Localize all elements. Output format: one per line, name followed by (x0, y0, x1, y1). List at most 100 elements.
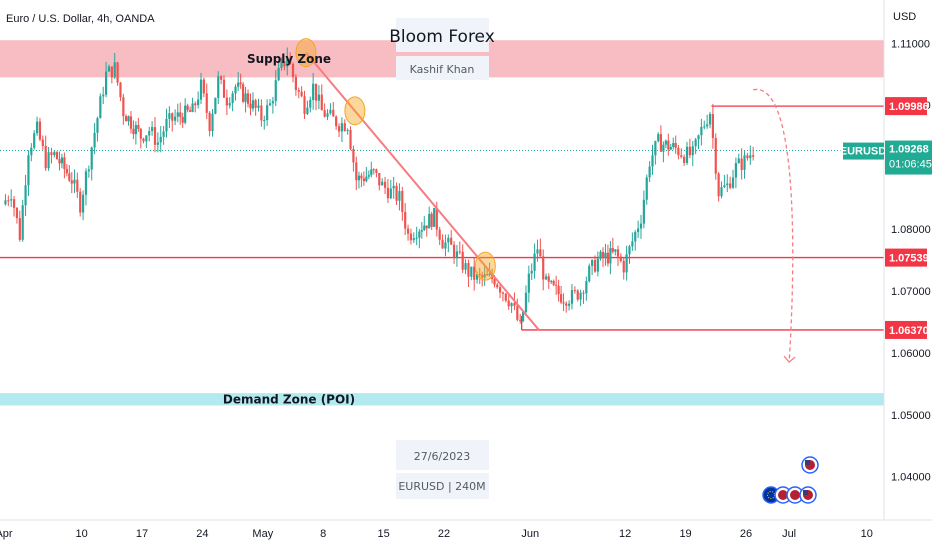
candle-body (168, 113, 171, 119)
candle-body (428, 213, 431, 229)
candle-body (458, 251, 461, 253)
candle-body (362, 178, 365, 182)
watermark-info-box (396, 473, 489, 499)
candle-body (228, 103, 231, 106)
candle-body (729, 183, 732, 188)
candle-body (197, 99, 200, 106)
candle-body (501, 292, 505, 294)
candle-body (73, 179, 76, 184)
candle-body (521, 311, 525, 321)
touch-marker[interactable] (474, 251, 496, 281)
candle-body (202, 79, 205, 94)
candle-body (280, 61, 283, 68)
candle-body (743, 155, 746, 170)
candle-body (4, 200, 7, 205)
candle-body (277, 67, 280, 81)
touch-marker[interactable] (295, 38, 317, 68)
candle-body (576, 290, 579, 300)
candle-body (507, 300, 510, 307)
candle-body (191, 103, 194, 112)
candle-body (343, 123, 346, 131)
candle-body (107, 66, 111, 72)
candle-body (552, 281, 555, 285)
candle-body (404, 211, 407, 229)
candle-body (433, 208, 436, 227)
candle-body (550, 281, 553, 283)
candle-body (659, 134, 663, 152)
candle-body (481, 275, 484, 278)
candle-body (447, 237, 450, 243)
candle-body (573, 290, 576, 292)
candle-body (151, 127, 154, 132)
candle-body (593, 260, 597, 272)
candle-body (565, 303, 568, 306)
candle-body (222, 79, 226, 98)
time-tick-label: Apr (0, 528, 13, 540)
candlesticks (4, 47, 755, 324)
demand-zone[interactable] (0, 393, 884, 406)
candle-body (33, 133, 36, 148)
candle-body (15, 207, 19, 219)
candle-body (239, 82, 242, 85)
candle-body (312, 83, 315, 100)
candle-body (628, 246, 631, 255)
candle-body (711, 114, 714, 139)
level-tag-box (885, 248, 927, 267)
candle-body (470, 266, 473, 277)
current-price-tag[interactable]: EURUSD 1.09268 01:06:45 (840, 140, 932, 175)
candle-body (274, 80, 277, 102)
candle-body (726, 183, 729, 186)
time-tick-label: 15 (377, 528, 389, 540)
candle-body (619, 256, 622, 261)
candle-body (557, 285, 560, 295)
candle-body (41, 139, 44, 146)
candle-body (504, 293, 507, 301)
candle-body (372, 169, 375, 171)
trendline[interactable] (305, 51, 540, 331)
candle-body (271, 101, 274, 104)
candle-body (386, 187, 390, 199)
candle-body (567, 303, 571, 306)
countdown-value: 01:06:45 (889, 159, 932, 171)
candle-body (588, 265, 591, 282)
horizontal-levels (0, 105, 884, 331)
candle-body (332, 109, 335, 117)
candle-body (139, 128, 142, 139)
us-flag-icon[interactable] (774, 486, 792, 504)
candle-body (44, 145, 47, 169)
us-flag-icon[interactable] (801, 456, 819, 474)
candle-body (349, 129, 352, 150)
candle-body (452, 244, 456, 259)
candle-body (12, 199, 16, 208)
candle-body (70, 180, 73, 184)
candle-body (122, 97, 125, 117)
candle-body (657, 134, 660, 142)
candle-body (35, 121, 39, 134)
candle-body (360, 175, 363, 179)
candle-body (124, 116, 128, 122)
candle-body (87, 169, 90, 172)
candle-body (309, 99, 312, 108)
time-tick-label: 12 (619, 528, 631, 540)
candle-body (171, 113, 174, 121)
candle-body (685, 146, 689, 163)
current-price-value: 1.09268 (889, 144, 929, 156)
candle-body (76, 179, 79, 192)
candle-body (740, 158, 743, 170)
candle-body (306, 107, 309, 114)
time-scale[interactable] (0, 520, 932, 550)
us-flag-icon[interactable] (799, 486, 817, 504)
level-tag-box (885, 97, 927, 116)
candle-body (116, 62, 119, 83)
candle-body (637, 228, 640, 233)
touch-marker[interactable] (344, 96, 366, 126)
candle-body (323, 110, 326, 117)
candle-body (634, 232, 637, 242)
candle-body (24, 185, 27, 206)
time-tick-label: 17 (136, 528, 148, 540)
candle-body (254, 100, 257, 108)
candle-body (53, 152, 56, 156)
candle-body (104, 71, 108, 95)
candle-body (263, 120, 266, 122)
